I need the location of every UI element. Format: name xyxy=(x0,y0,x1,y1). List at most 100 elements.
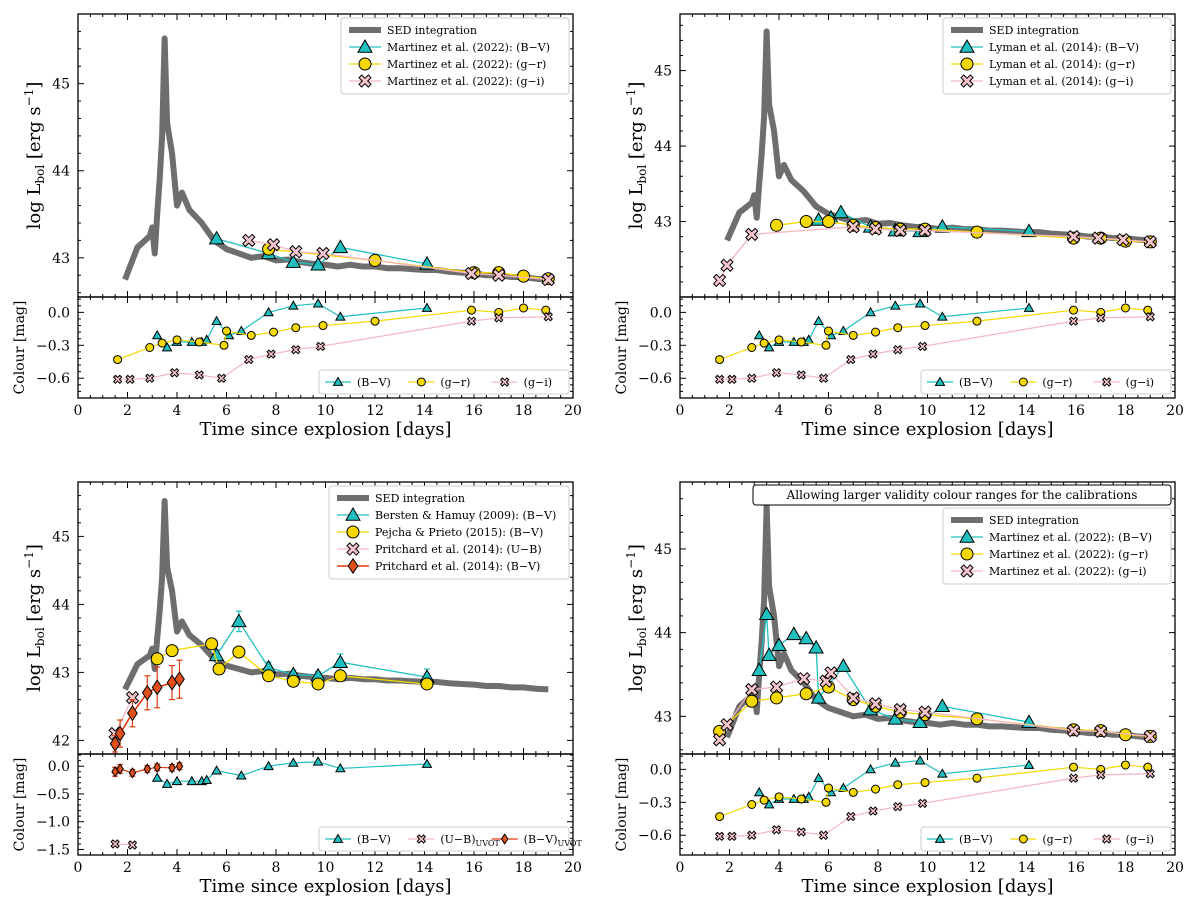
data-point xyxy=(1145,769,1155,779)
data-point xyxy=(289,245,303,259)
legend-label: Martinez et al. (2022): (B−V) xyxy=(989,531,1152,544)
data-point xyxy=(494,313,504,323)
x-tick-label: 10 xyxy=(317,403,335,419)
y-tick-label: 44 xyxy=(52,597,70,613)
data-point xyxy=(819,674,833,688)
legend-marker xyxy=(347,557,359,575)
panel-d-series xyxy=(753,755,1035,809)
data-point xyxy=(211,765,222,775)
data-point xyxy=(246,330,256,340)
data-point xyxy=(712,273,727,288)
data-point xyxy=(232,645,246,659)
legend-marker xyxy=(1018,377,1028,387)
y-tick-label: 45 xyxy=(654,64,672,80)
data-point xyxy=(262,669,276,683)
data-point xyxy=(936,311,948,321)
data-point xyxy=(332,239,349,254)
panel-c-series xyxy=(122,498,549,693)
panel-d-colour-legend: (B−V) (g−r) (g−i) xyxy=(920,826,1172,852)
panel-b-legend: SED integration Lyman et al. (2014): (B−V… xyxy=(942,17,1172,95)
data-point xyxy=(774,792,784,802)
y-tick-label: 0.0 xyxy=(650,762,672,778)
legend-label: SED integration xyxy=(989,24,1079,37)
legend-label: (g−i) xyxy=(1126,833,1154,846)
panel-a-series xyxy=(242,233,555,287)
legend-marker xyxy=(500,833,509,845)
data-point xyxy=(1066,229,1081,244)
y-tick-label: 0.0 xyxy=(48,759,70,775)
x-tick-label: 14 xyxy=(1018,860,1036,876)
data-point xyxy=(1121,760,1130,770)
data-point xyxy=(266,238,281,252)
data-point xyxy=(747,343,757,352)
data-point xyxy=(541,272,555,287)
x-tick-label: 18 xyxy=(1117,403,1135,419)
data-point xyxy=(918,705,932,719)
data-point xyxy=(914,755,926,765)
data-point xyxy=(161,778,173,788)
ylabel-part: [erg s xyxy=(24,569,45,627)
legend-label: Martinez et al. (2022): (g−i) xyxy=(989,565,1147,578)
data-point xyxy=(153,761,162,774)
data-point xyxy=(145,373,155,383)
panel-b-main-ylabel: log Lbol [erg s−1] xyxy=(624,82,649,230)
panel-d-series xyxy=(751,606,1037,728)
legend-marker xyxy=(358,57,372,71)
panel-a-colour-axes: 0 2 4 6 8 10 12 14 16 18 20 0.0 −0.3 −0.6 xyxy=(36,296,582,419)
data-point xyxy=(893,323,903,333)
data-point xyxy=(316,246,330,261)
y-tick-label: 44 xyxy=(52,164,70,180)
data-point xyxy=(310,256,326,271)
panel-a: 43 44 45 SED integration Martinez et al. (20… xyxy=(12,13,582,440)
data-point xyxy=(934,218,951,233)
panel-c-series xyxy=(151,756,433,788)
data-point xyxy=(312,298,324,308)
y-tick-label: −0.6 xyxy=(638,828,672,844)
data-point xyxy=(714,374,725,385)
legend-label: Lyman et al. (2014): (g−r) xyxy=(989,58,1135,71)
x-tick-label: 16 xyxy=(1067,860,1085,876)
legend-marker xyxy=(960,57,974,71)
data-point xyxy=(1143,235,1157,249)
panel-d-colour-ylabel: Colour [mag] xyxy=(614,758,630,852)
x-tick-label: 8 xyxy=(272,403,281,419)
ylabel-part: log L xyxy=(24,184,45,230)
legend-box xyxy=(318,369,570,395)
panel-b-series xyxy=(724,28,1151,244)
data-point xyxy=(837,325,849,335)
data-point xyxy=(1094,724,1108,739)
y-tick-label: 43 xyxy=(52,665,70,681)
panel-a-series xyxy=(113,303,551,365)
data-point xyxy=(751,662,768,677)
data-point xyxy=(837,782,849,792)
panel-b-series xyxy=(753,298,1035,352)
y-tick-label: 45 xyxy=(52,529,70,545)
ylabel-part: [erg s xyxy=(24,106,45,164)
legend-label: Martinez et al. (2022): (g−r) xyxy=(387,58,546,71)
data-point xyxy=(770,691,784,705)
data-point xyxy=(334,311,346,321)
data-point xyxy=(157,338,167,348)
x-tick-label: 16 xyxy=(1067,403,1085,419)
x-tick-label: 4 xyxy=(173,860,182,876)
x-tick-label: 6 xyxy=(222,860,231,876)
data-point xyxy=(818,830,829,840)
legend-label: Pejcha & Prieto (2015): (B−V) xyxy=(375,526,543,539)
legend-marker xyxy=(960,564,974,578)
sed-curve xyxy=(724,28,1151,244)
data-point xyxy=(917,798,928,809)
data-point xyxy=(291,344,301,355)
panel-d: 43 44 45 Allowing larger validity colour ra… xyxy=(614,481,1184,897)
legend-marker xyxy=(416,377,426,387)
data-point xyxy=(110,839,120,849)
y-tick-label: 0.0 xyxy=(48,305,70,321)
x-tick-label: 10 xyxy=(919,403,937,419)
data-point xyxy=(109,735,121,752)
data-point xyxy=(715,355,725,365)
y-tick-label: 43 xyxy=(654,215,672,231)
x-tick-label: 2 xyxy=(725,860,734,876)
legend-label: Pritchard et al. (2014): (B−V) xyxy=(375,560,540,573)
legend-label: Bersten & Hamuy (2009): (B−V) xyxy=(375,509,556,522)
data-point xyxy=(194,337,204,347)
panel-b-series xyxy=(712,220,1157,288)
